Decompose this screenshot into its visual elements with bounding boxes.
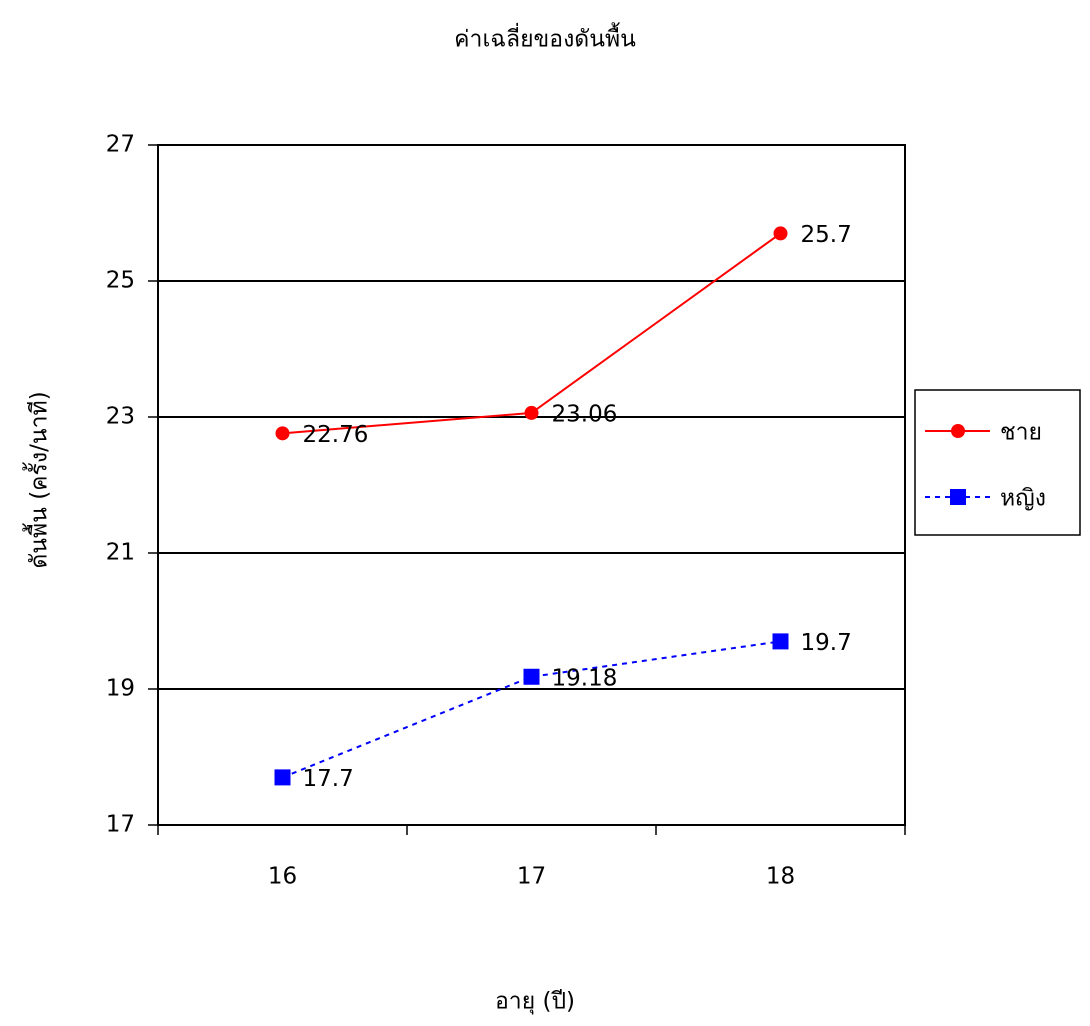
x-tick-label: 17 (517, 864, 546, 890)
y-axis-label: ดันพื้น (ครั้ง/นาที) (23, 391, 53, 568)
data-label: 19.7 (801, 630, 852, 656)
legend-marker (951, 424, 965, 438)
data-label: 25.7 (801, 222, 852, 248)
legend-box (915, 390, 1080, 535)
chart: ค่าเฉลี่ยของดันพื้น อายุ (ปี) ดันพื้น (ค… (0, 0, 1090, 1026)
legend-label: ชาย (1000, 420, 1042, 446)
y-tick-label: 17 (106, 812, 135, 838)
x-tick-label: 16 (268, 864, 297, 890)
data-label: 23.06 (552, 401, 618, 427)
legend-label: หญิง (1000, 486, 1046, 512)
data-label: 19.18 (552, 665, 618, 691)
x-axis-label: อายุ (ปี) (495, 989, 575, 1015)
marker (275, 769, 291, 785)
data-label: 22.76 (303, 422, 369, 448)
marker (276, 426, 290, 440)
marker (524, 669, 540, 685)
plot-border (158, 145, 905, 825)
y-tick-label: 23 (106, 404, 135, 430)
marker (525, 406, 539, 420)
y-tick-label: 27 (106, 132, 135, 158)
data-label: 17.7 (303, 766, 354, 792)
marker (773, 633, 789, 649)
chart-title: ค่าเฉลี่ยของดันพื้น (454, 23, 636, 53)
legend-marker (950, 489, 966, 505)
marker (774, 226, 788, 240)
series-line (283, 233, 781, 433)
y-tick-label: 21 (106, 540, 135, 566)
y-tick-label: 25 (106, 268, 135, 294)
x-tick-label: 18 (766, 864, 795, 890)
series-line (283, 641, 781, 777)
y-tick-label: 19 (106, 676, 135, 702)
